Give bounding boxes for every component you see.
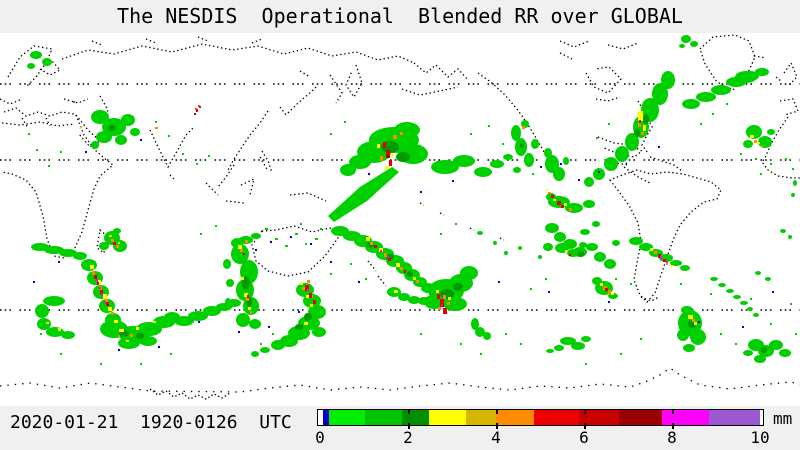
rain-red [94,105,666,314]
colorbar-segment [323,410,329,425]
colorbar-segment [496,410,534,425]
antarctica-coastline [0,367,800,393]
colorbar-segment [709,410,760,425]
gridlines [0,83,800,311]
timestamp: 2020-01-21 1920-0126 UTC [10,412,292,433]
colorbar-tick-label: 0 [315,428,325,447]
colorbar-tick [408,423,410,429]
purple-speck [73,101,75,103]
colorbar-segment [429,410,466,425]
colorbar-segment [534,410,579,425]
colorbar-segment [619,410,662,425]
rain-speckles [28,103,797,365]
colorbar-tick-label: 10 [750,428,770,447]
colorbar-tick-label: 2 [403,428,413,447]
colorbar-tick-label: 4 [491,428,501,447]
colorbar-segment [760,410,763,425]
colorbar-tick-label: 6 [579,428,589,447]
data-gap-streak [73,101,206,121]
colorbar-tick [584,410,586,414]
coastlines [0,34,800,303]
colorbar-tick [672,423,674,429]
colorbar-tick [672,410,674,414]
rain-magenta [96,250,668,306]
antarctica-squiggle [149,388,231,400]
rain-yellow [46,111,760,342]
colorbar-labels: 0 2 4 6 8 10 [315,428,769,447]
colorbar-segment [466,410,496,425]
colorbar-segment [662,410,709,425]
colorbar-segment [402,410,429,425]
colorbar-wrap: 0 2 4 6 8 10 mm [315,409,797,449]
colorbar-tick [496,410,498,414]
colorbar-tick [496,423,498,429]
colorbar-segment [329,410,365,425]
world-map-panel [0,33,800,406]
colorbar-tick-label: 8 [667,428,677,447]
colorbar-segment [579,410,619,425]
colorbar-tick [408,410,410,414]
frozen-specks [33,139,774,351]
colorbar-tick [584,423,586,429]
colorbar [317,409,764,426]
colorbar-unit-label: mm [773,409,793,428]
colorbar-segment [365,410,402,425]
colorbar-segment [318,410,323,425]
page-title: The NESDIS Operational Blended RR over G… [117,4,683,28]
world-map [0,34,800,400]
